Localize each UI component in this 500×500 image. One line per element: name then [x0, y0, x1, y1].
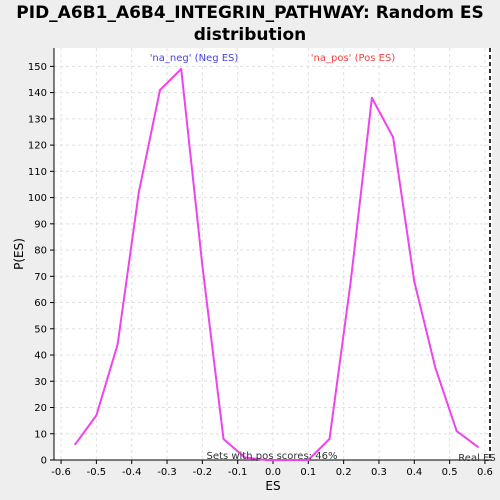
data-point	[286, 459, 289, 461]
y-tick-label: 110	[28, 167, 47, 178]
y-tick-label: 10	[34, 429, 47, 440]
y-axis-label: P(ES)	[12, 238, 26, 270]
data-point	[74, 443, 77, 446]
x-tick-label: -0.6	[51, 467, 71, 478]
data-point	[349, 280, 352, 283]
x-tick-label: 0.6	[477, 467, 493, 478]
series-layer	[74, 67, 479, 461]
real-es-label: Real ES	[458, 453, 495, 464]
y-tick-label: 70	[34, 272, 47, 283]
x-tick-label: 0.4	[406, 467, 422, 478]
x-tick-label: 0.1	[300, 467, 316, 478]
data-point	[328, 438, 331, 441]
x-tick-label: -0.4	[122, 467, 142, 478]
y-tick-label: 80	[34, 246, 47, 257]
y-tick-label: 40	[34, 351, 47, 362]
y-tick-label: 90	[34, 219, 47, 230]
data-point	[95, 414, 98, 417]
chart-title: PID_A6B1_A6B4_INTEGRIN_PATHWAY: Random E…	[16, 3, 484, 45]
y-tick-label: 100	[28, 193, 47, 204]
y-tick-label: 30	[34, 377, 47, 388]
data-point	[307, 459, 310, 461]
data-point	[116, 343, 119, 346]
data-point	[137, 191, 140, 194]
data-point	[476, 445, 479, 448]
data-point	[264, 459, 267, 461]
x-tick-label: 0.3	[371, 467, 387, 478]
data-point	[392, 136, 395, 139]
y-tick-label: 140	[28, 88, 47, 99]
data-point	[180, 67, 183, 70]
data-point	[222, 438, 225, 441]
sets-pos-scores-label: Sets with pos scores: 46%	[207, 451, 338, 462]
x-tick-label: 0.0	[265, 467, 281, 478]
y-tick-label: 20	[34, 403, 47, 414]
x-axis-label: ES	[265, 479, 280, 493]
x-tick-label: -0.5	[87, 467, 107, 478]
data-point	[158, 88, 161, 91]
data-point	[243, 456, 246, 459]
x-tick-label: -0.2	[193, 467, 213, 478]
x-tick-label: -0.3	[157, 467, 177, 478]
data-point	[370, 96, 373, 99]
y-tick-label: 120	[28, 141, 47, 152]
pos-es-label: 'na_pos' (Pos ES)	[311, 53, 396, 64]
data-point	[434, 367, 437, 370]
y-tick-label: 50	[34, 324, 47, 335]
neg-es-label: 'na_neg' (Neg ES)	[150, 53, 239, 64]
series-line	[74, 68, 479, 461]
y-tick-label: 130	[28, 114, 47, 125]
x-tick-label: 0.2	[336, 467, 352, 478]
y-tick-label: 0	[41, 456, 47, 467]
x-tick-label: -0.1	[228, 467, 248, 478]
data-point	[413, 280, 416, 283]
data-point	[455, 430, 458, 433]
data-point	[201, 264, 204, 267]
y-tick-label: 60	[34, 298, 47, 309]
y-tick-label: 150	[28, 62, 47, 73]
x-tick-label: 0.5	[442, 467, 458, 478]
